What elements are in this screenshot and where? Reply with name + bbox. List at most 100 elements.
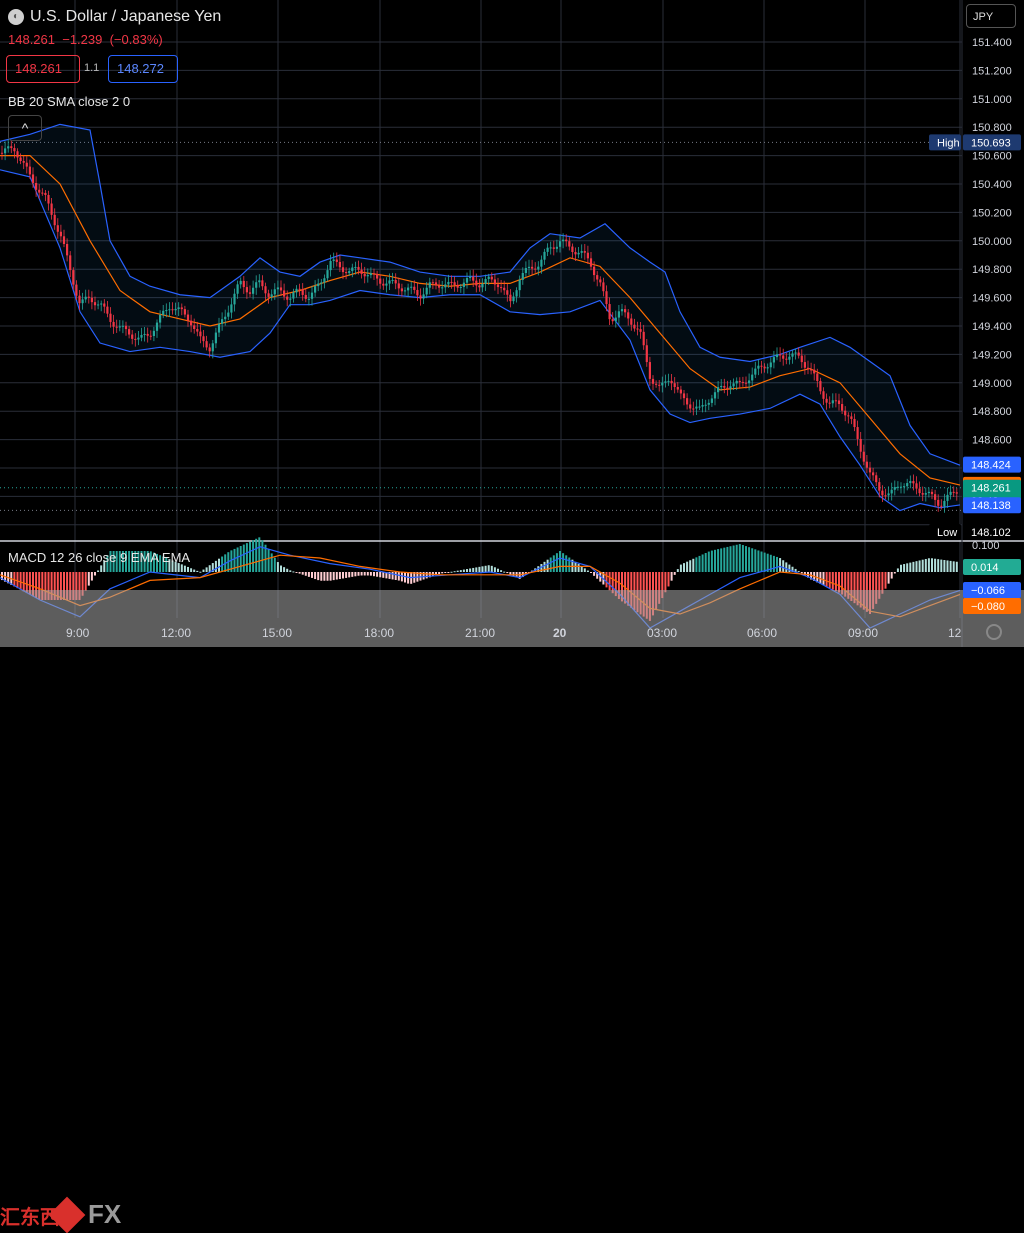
macd-histogram-bar: [667, 572, 670, 587]
candle-body: [75, 284, 78, 296]
candle-body: [741, 381, 744, 383]
macd-histogram-bar: [165, 557, 168, 572]
candle-body: [645, 345, 648, 363]
candle-body: [903, 486, 906, 488]
macd-histogram-bar: [543, 561, 546, 572]
sell-button[interactable]: 148.261: [6, 55, 80, 83]
macd-histogram-bar: [342, 572, 344, 579]
candle-body: [779, 354, 782, 356]
collapse-legend-button[interactable]: ^: [8, 115, 42, 141]
candle-body: [183, 309, 186, 315]
macd-histogram-bar: [273, 557, 276, 572]
candle-body: [884, 495, 887, 497]
macd-histogram-bar: [841, 572, 844, 595]
macd-histogram-bar: [853, 572, 856, 604]
macd-histogram-bar: [332, 572, 335, 581]
macd-histogram-bar: [732, 545, 735, 572]
macd-histogram-bar: [478, 566, 481, 572]
macd-histogram-bar: [704, 553, 707, 572]
candle-body: [128, 329, 131, 335]
macd-histogram-bar: [174, 561, 177, 572]
macd-histogram-bar: [748, 547, 751, 572]
candle-body: [524, 267, 527, 274]
candle-body: [233, 293, 236, 305]
candle-body: [137, 337, 140, 340]
macd-histogram-bar: [683, 563, 685, 572]
candle-body: [549, 247, 552, 249]
macd-histogram-bar: [146, 551, 149, 572]
macd-indicator-legend[interactable]: MACD 12 26 close 9 EMA EMA: [8, 550, 191, 565]
macd-histogram-bar: [735, 544, 738, 572]
macd-histogram-bar: [791, 566, 794, 572]
symbol-title[interactable]: U.S. Dollar / Japanese Yen: [30, 8, 222, 25]
macd-histogram-bar: [887, 572, 890, 584]
candle-body: [540, 259, 543, 267]
macd-histogram-bar: [546, 559, 549, 572]
candle-body: [850, 416, 853, 419]
macd-histogram-bar: [193, 569, 196, 572]
candle-body: [25, 162, 28, 167]
candle-body: [53, 214, 56, 226]
candle-body: [785, 358, 788, 360]
buy-button[interactable]: 148.272: [108, 55, 178, 83]
macd-histogram-bar: [357, 572, 360, 576]
candle-body: [667, 380, 670, 382]
macd-histogram-bar: [121, 551, 124, 572]
macd-histogram-bar: [379, 572, 382, 578]
candle-body: [580, 251, 583, 253]
time-axis[interactable]: 9:00 12:00 15:00 18:00 21:00 20 03:00 06:00 09:0…: [66, 626, 962, 640]
candle-body: [159, 314, 162, 323]
macd-histogram-bar: [286, 568, 289, 572]
candle-body: [868, 467, 872, 473]
macd-histogram-bar: [729, 546, 732, 572]
price-change-pct: (−0.83%): [109, 32, 163, 47]
chart-canvas[interactable]: 151.400 151.200 151.000 150.800 150.600 150.4…: [0, 0, 1024, 647]
candle-body: [304, 294, 307, 299]
candle-body: [686, 398, 689, 405]
candle-body: [655, 383, 658, 385]
macd-histogram-bar: [354, 572, 357, 577]
macd-histogram-bar: [909, 562, 912, 572]
signal-value-tag: −0.080: [971, 601, 1005, 613]
candle-body: [413, 286, 416, 290]
price-tick-label: 151.400: [972, 37, 1012, 49]
currency-button[interactable]: JPY: [966, 4, 1016, 28]
price-tick-label: 150.000: [972, 236, 1012, 248]
macd-histogram-bar: [466, 569, 468, 572]
candle-body: [856, 427, 859, 439]
candle-body: [7, 146, 10, 149]
candle-body: [19, 157, 22, 162]
candle-body: [500, 287, 503, 289]
macd-histogram-bar: [304, 572, 307, 576]
settings-gear-icon[interactable]: [986, 624, 1002, 640]
bb-indicator-legend[interactable]: BB 20 SMA close 2 0: [8, 94, 131, 109]
candle-body: [261, 280, 264, 287]
macd-histogram-bar: [593, 572, 596, 576]
candle-body: [472, 276, 475, 281]
candle-body: [360, 269, 363, 274]
candle-body: [620, 309, 624, 312]
macd-histogram-bar: [63, 572, 65, 600]
macd-histogram-bar: [676, 569, 679, 572]
macd-histogram-bar: [757, 550, 760, 572]
candle-body: [363, 273, 366, 277]
macd-histogram-bar: [484, 565, 487, 572]
macd-histogram-bar: [75, 572, 78, 600]
macd-value-tag: −0.066: [971, 585, 1005, 597]
macd-histogram-bar: [199, 571, 202, 573]
macd-histogram-bar: [707, 551, 710, 572]
macd-histogram-bar: [152, 552, 155, 572]
macd-histogram-bar: [772, 555, 775, 572]
macd-histogram-bar: [283, 567, 286, 572]
candle-body: [168, 309, 171, 311]
candle-body: [165, 310, 168, 312]
macd-histogram-bar: [94, 572, 96, 576]
macd-histogram-bar: [320, 572, 323, 581]
candle-body: [35, 183, 38, 190]
price-axis[interactable]: 151.400 151.200 151.000 150.800 150.600 150.4…: [972, 37, 1012, 552]
macd-value-tag-bg: [963, 582, 1021, 598]
candle-body: [143, 333, 146, 335]
watermark: 汇东西 FX: [0, 596, 140, 1233]
candle-body: [642, 331, 645, 346]
candle-body: [41, 192, 44, 194]
